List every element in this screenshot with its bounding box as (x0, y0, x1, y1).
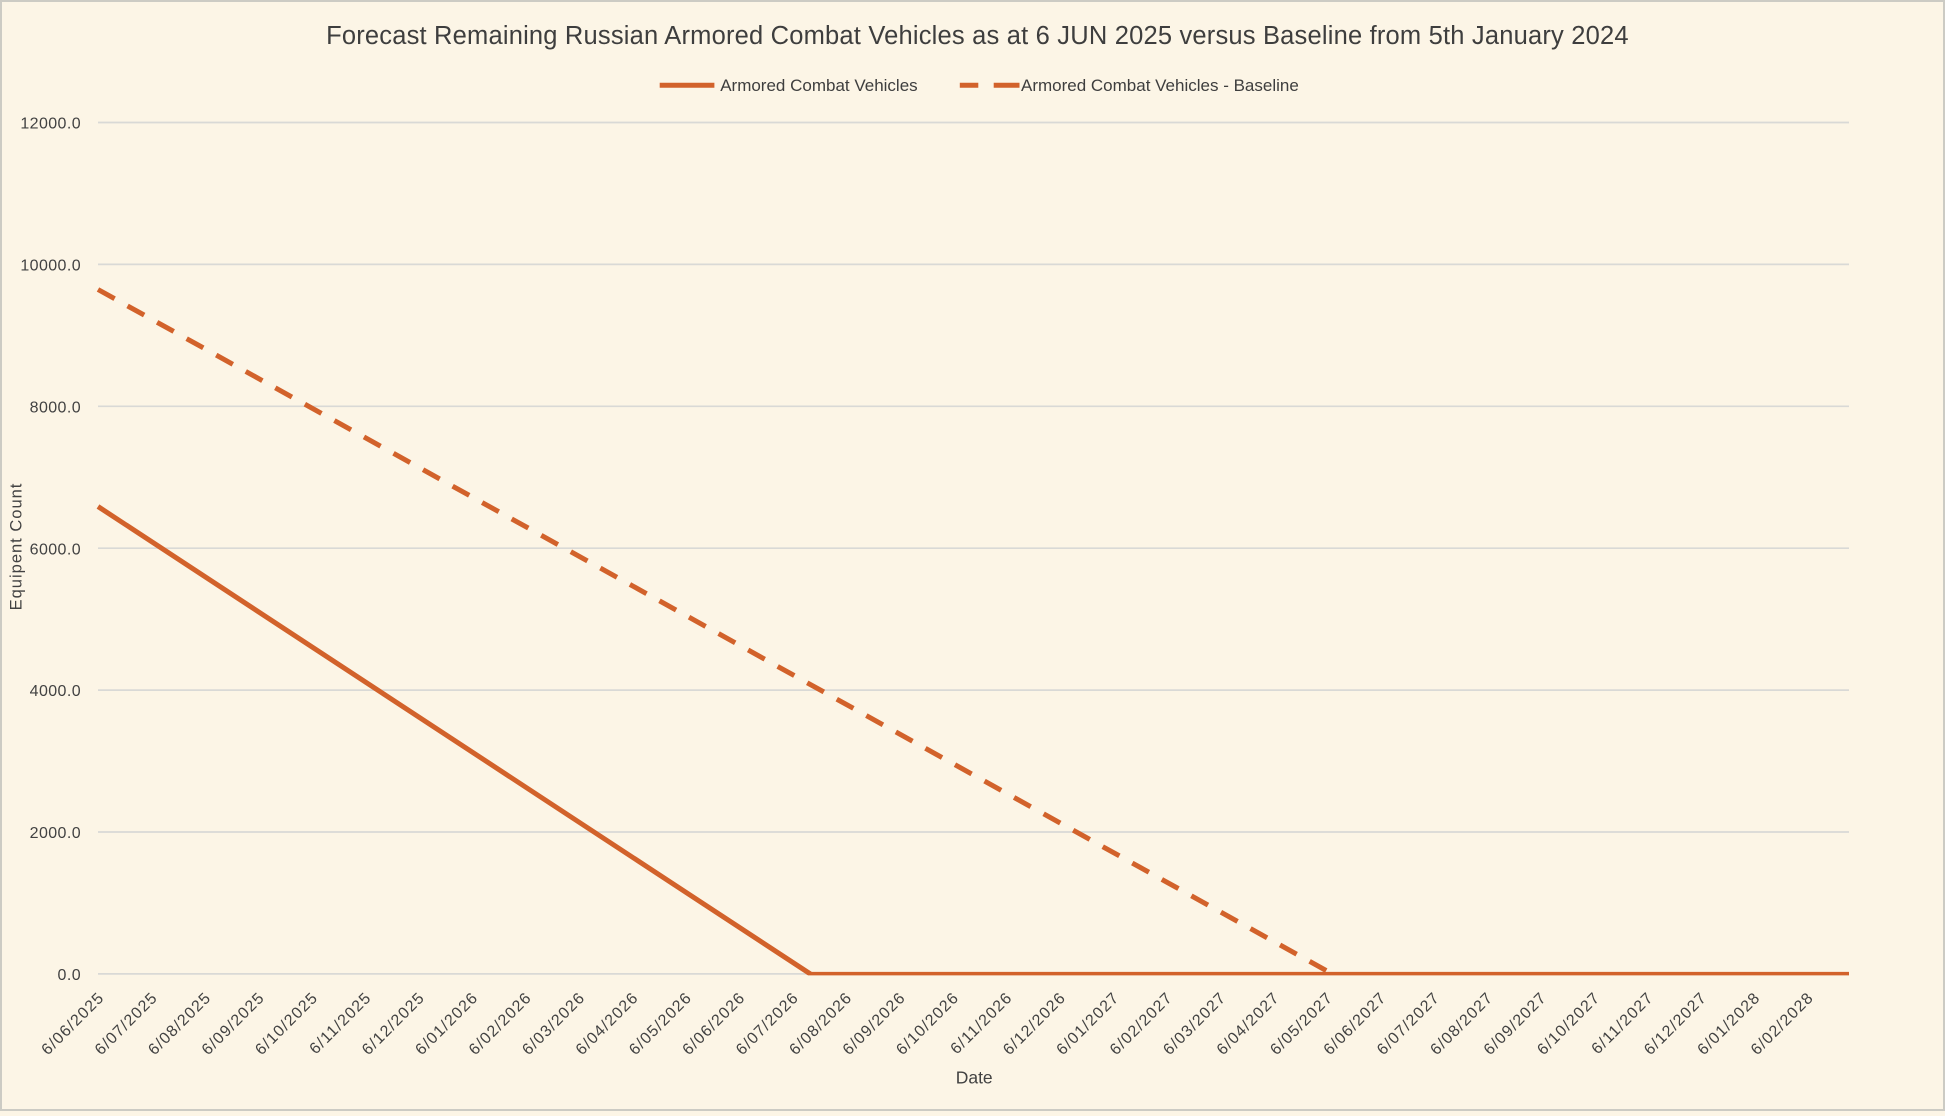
svg-text:10000.0: 10000.0 (20, 258, 81, 275)
svg-text:Armored Combat Vehicles - Base: Armored Combat Vehicles - Baseline (1021, 76, 1299, 95)
svg-text:6000.0: 6000.0 (30, 541, 81, 558)
svg-text:Forecast Remaining Russian Arm: Forecast Remaining Russian Armored Comba… (326, 22, 1629, 50)
svg-text:Armored Combat Vehicles: Armored Combat Vehicles (720, 76, 917, 95)
svg-text:0.0: 0.0 (58, 967, 81, 984)
svg-text:8000.0: 8000.0 (30, 399, 81, 416)
svg-text:4000.0: 4000.0 (30, 683, 81, 700)
svg-text:12000.0: 12000.0 (20, 116, 81, 133)
svg-text:Equipent Count: Equipent Count (8, 483, 26, 611)
svg-text:Date: Date (956, 1067, 993, 1087)
svg-text:2000.0: 2000.0 (30, 825, 81, 842)
